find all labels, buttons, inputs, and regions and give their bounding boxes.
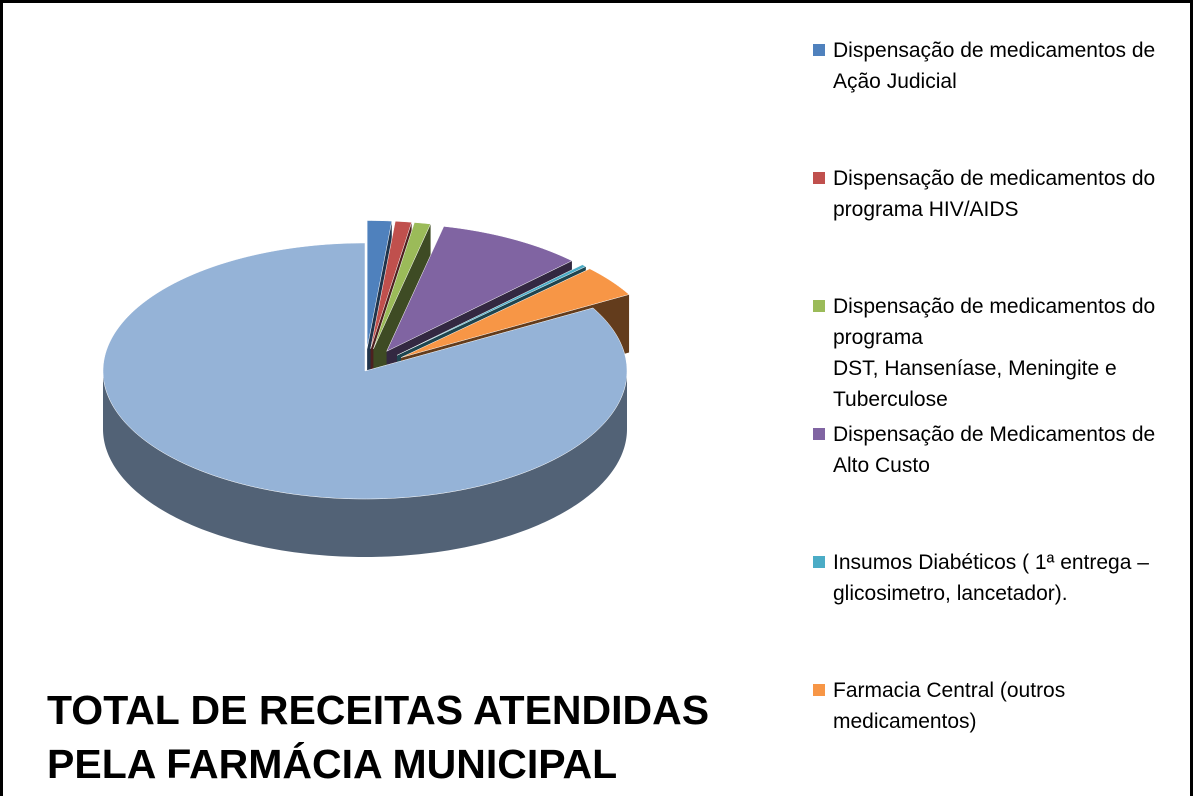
slice [397,264,587,356]
legend-item: Farmacia Central (outros medicamentos) [813,675,1173,737]
slice [400,268,630,358]
legend-swatch [813,428,825,440]
chart-title: TOTAL DE RECEITAS ATENDIDAS PELA FARMÁCI… [47,687,710,787]
legend-label: Farmacia Central (outros medicamentos) [833,679,1066,733]
legend-label: Insumos Diabéticos ( 1ª entrega – glicos… [833,551,1149,605]
slice [373,222,431,350]
slice [102,242,628,500]
legend-swatch [813,172,825,184]
legend-swatch [813,44,825,56]
legend-label: Dispensação de Medicamentos de Alto Cust… [833,423,1156,477]
slice [386,226,573,352]
slice [370,220,412,349]
slice [366,220,393,349]
legend-label: Dispensação de medicamentos do programa … [833,295,1156,411]
pie [102,220,630,557]
legend-item: Insumos Diabéticos ( 1ª entrega – glicos… [813,547,1173,609]
legend-item: Dispensação de medicamentos de Ação Judi… [813,35,1173,97]
legend-item: Dispensação de Medicamentos de Alto Cust… [813,419,1173,481]
legend-swatch [813,684,825,696]
legend-item: Dispensação de medicamentos do programa … [813,163,1173,225]
slice-side [103,371,627,557]
legend-swatch [813,556,825,568]
legend-label: Dispensação de medicamentos do programa … [833,167,1156,221]
legend-item: Dispensação de medicamentos do programa … [813,291,1173,415]
legend-swatch [813,300,825,312]
legend-label: Dispensação de medicamentos de Ação Judi… [833,39,1156,93]
